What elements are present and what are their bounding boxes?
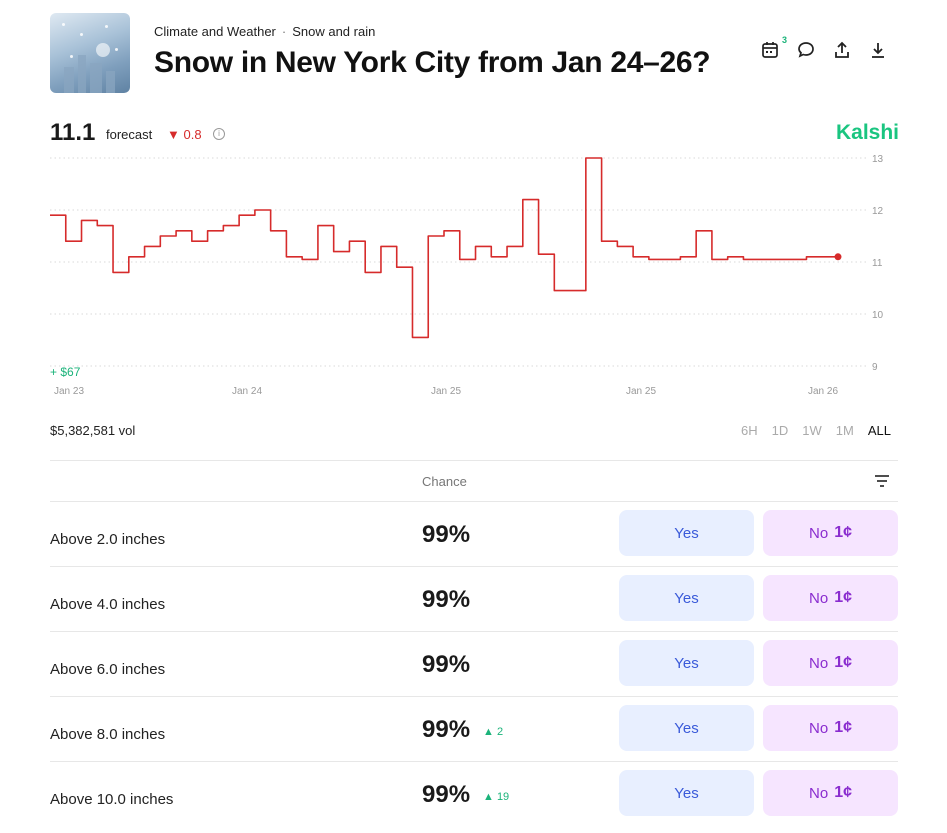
no-label: No — [809, 719, 829, 737]
outcome-row[interactable]: Above 6.0 inches 99% Yes No 1¢ — [50, 639, 898, 703]
x-tick-label: Jan 25 — [431, 386, 461, 397]
y-tick-label: 9 — [872, 362, 878, 373]
no-price: 1¢ — [834, 784, 852, 801]
x-tick-label: Jan 23 — [54, 386, 84, 397]
outcome-label: Above 2.0 inches — [50, 531, 166, 548]
no-price: 1¢ — [834, 589, 852, 606]
no-label: No — [809, 654, 829, 672]
divider — [50, 501, 898, 502]
breadcrumb: Climate and Weather · Snow and rain — [154, 24, 376, 39]
outcome-label: Above 4.0 inches — [50, 596, 166, 613]
chance-value: 99% — [422, 781, 471, 808]
no-price: 1¢ — [834, 719, 852, 736]
forecast-label: forecast — [106, 127, 153, 142]
forecast-value: 11.1 — [50, 119, 96, 146]
page-title: Snow in New York City from Jan 24–26? — [154, 46, 711, 79]
share-icon — [835, 41, 849, 58]
download-button[interactable] — [868, 40, 890, 62]
chance-delta: ▲ 19 — [483, 791, 510, 803]
breadcrumb-subcategory[interactable]: Snow and rain — [292, 24, 376, 39]
outcome-row[interactable]: Above 2.0 inches 99% Yes No 1¢ — [50, 509, 898, 573]
outcome-label: Above 10.0 inches — [50, 791, 174, 808]
time-range-selector: 6H 1D 1W 1M ALL — [741, 423, 891, 438]
outcome-row[interactable]: Above 4.0 inches 99% Yes No 1¢ — [50, 574, 898, 638]
outcome-label: Above 6.0 inches — [50, 661, 166, 678]
x-tick-label: Jan 24 — [232, 386, 262, 397]
info-icon[interactable]: i — [213, 128, 225, 140]
download-icon — [872, 43, 884, 58]
no-button[interactable]: No 1¢ — [763, 510, 898, 556]
x-tick-label: Jan 26 — [808, 386, 838, 397]
chance-value: 99% — [422, 716, 471, 743]
y-tick-label: 11 — [872, 258, 883, 269]
yes-button[interactable]: Yes — [619, 770, 754, 816]
comment-button[interactable] — [796, 40, 818, 62]
y-tick-label: 13 — [872, 154, 884, 165]
divider — [50, 761, 898, 762]
share-button[interactable] — [832, 40, 854, 62]
yes-button[interactable]: Yes — [619, 575, 754, 621]
outcome-label: Above 8.0 inches — [50, 726, 166, 743]
no-label: No — [809, 784, 829, 802]
y-tick-label: 12 — [872, 206, 884, 217]
x-tick-label: Jan 25 — [626, 386, 656, 397]
range-6h[interactable]: 6H — [741, 423, 758, 438]
series-line — [50, 157, 838, 339]
no-price: 1¢ — [834, 524, 852, 541]
no-label: No — [809, 589, 829, 607]
range-1m[interactable]: 1M — [835, 423, 854, 438]
forecast-chart: 13 12 11 10 9 Jan 23 Jan 24 Jan 25 Jan 25 Jan 26 +… — [50, 154, 884, 397]
yes-button[interactable]: Yes — [619, 705, 754, 751]
breadcrumb-category[interactable]: Climate and Weather — [154, 24, 276, 39]
no-label: No — [809, 524, 829, 542]
no-button[interactable]: No 1¢ — [763, 640, 898, 686]
divider — [50, 460, 898, 461]
comment-icon — [798, 42, 814, 58]
current-point — [834, 253, 842, 261]
y-tick-label: 10 — [872, 310, 884, 321]
no-button[interactable]: No 1¢ — [763, 575, 898, 621]
range-all[interactable]: ALL — [867, 423, 891, 438]
calendar-icon — [762, 42, 778, 58]
outcome-row[interactable]: Above 8.0 inches 99% ▲ 2 Yes No 1¢ — [50, 704, 898, 768]
no-button[interactable]: No 1¢ — [763, 705, 898, 751]
chance-value: 99% — [422, 586, 471, 613]
calendar-badge: 3 — [781, 35, 787, 45]
chance-column-header: Chance — [422, 474, 467, 489]
forecast-change: ▼ 0.8 — [167, 127, 202, 142]
chance-delta: ▲ 2 — [483, 726, 504, 738]
no-price: 1¢ — [834, 654, 852, 671]
range-1d[interactable]: 1D — [771, 423, 789, 438]
calendar-button[interactable]: 3 — [760, 35, 787, 62]
outcome-row[interactable]: Above 10.0 inches 99% ▲ 19 Yes No 1¢ — [50, 769, 898, 833]
market-thumbnail — [50, 13, 130, 93]
volume-label: $5,382,581 vol — [50, 423, 136, 438]
divider — [50, 631, 898, 632]
chance-value: 99% — [422, 521, 471, 548]
header-actions: 3 — [760, 35, 890, 62]
kalshi-logo: Kalshi — [836, 121, 900, 144]
divider — [50, 696, 898, 697]
sort-icon[interactable] — [874, 474, 890, 488]
no-button[interactable]: No 1¢ — [763, 770, 898, 816]
gain-label: + $67 — [50, 365, 81, 379]
divider — [50, 566, 898, 567]
yes-button[interactable]: Yes — [619, 510, 754, 556]
yes-button[interactable]: Yes — [619, 640, 754, 686]
chance-value: 99% — [422, 651, 471, 678]
range-1w[interactable]: 1W — [802, 423, 822, 438]
